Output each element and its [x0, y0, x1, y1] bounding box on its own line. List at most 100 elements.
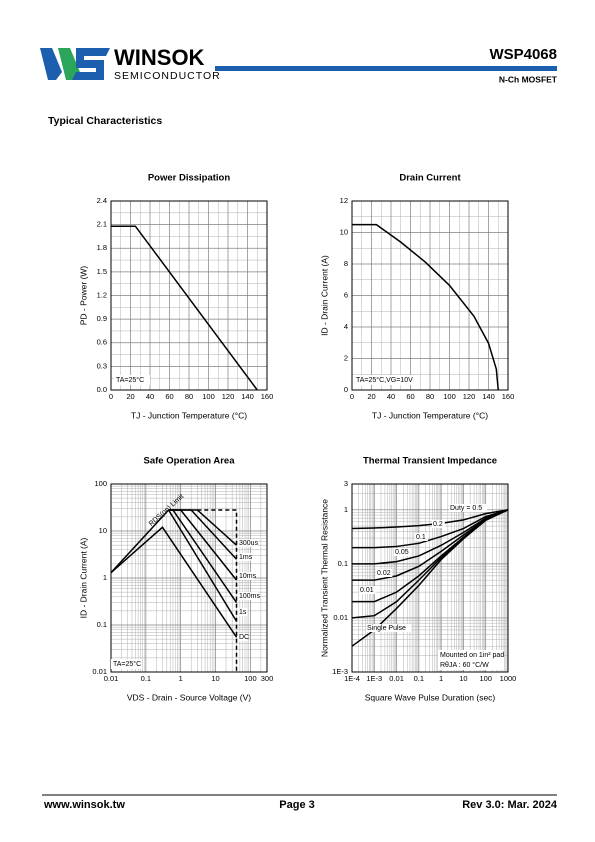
chart: 0 20 40 60 80 100 120 140 160 0.0 0.3 0.6 0.9 1.2 1.5 1… [78, 173, 273, 421]
series-label: 0.1 [416, 534, 426, 541]
y-tick-label: 8 [344, 259, 348, 268]
series-line [352, 509, 509, 549]
y-tick-label: 1.8 [97, 243, 107, 252]
x-tick-label: 100 [479, 674, 492, 683]
y-tick-label: 100 [94, 479, 107, 488]
y-axis-label: Normalized Transient Thermal Resistance [319, 499, 329, 657]
annotation-bg [438, 660, 504, 670]
series-line [197, 509, 238, 672]
x-tick-label: 10 [211, 674, 219, 683]
series-label: 0.01 [360, 587, 374, 594]
series-line [110, 509, 170, 574]
x-axis-label: VDS - Drain - Source Voltage (V) [127, 692, 251, 702]
y-tick-label: 1E-3 [332, 667, 348, 676]
x-tick-label: 0.01 [104, 674, 119, 683]
footer-page: Page 3 [279, 799, 314, 811]
x-tick-label: 80 [185, 392, 193, 401]
annotation: TA=25°C,VG=10V [356, 376, 413, 384]
x-tick-label: 1E-3 [366, 674, 382, 683]
x-tick-label: 1E-4 [344, 674, 360, 683]
series-label-bg [359, 586, 376, 594]
x-tick-label: 0.01 [389, 674, 404, 683]
series-line [110, 526, 238, 638]
series-label-bg [238, 633, 248, 641]
x-tick-label: 20 [367, 392, 375, 401]
footer-revision: Rev 3.0: Mar. 2024 [462, 799, 558, 811]
y-tick-label: 2.4 [97, 196, 107, 205]
annotation-bg [354, 375, 420, 385]
y-tick-label: 0.1 [97, 620, 107, 629]
x-tick-label: 60 [406, 392, 414, 401]
annotation-bg [114, 375, 150, 385]
section-title: Typical Characteristics [48, 115, 162, 127]
annotation-bg [111, 659, 141, 669]
chart: 0 20 40 60 80 100 120 140 160 0 2 4 6 8 10 12 Drain Curr… [319, 173, 514, 421]
chart-title: Power Dissipation [148, 173, 231, 184]
series-label-bg [238, 608, 248, 616]
y-tick-label: 6 [344, 290, 348, 299]
annotation: RθJA : 60 °C/W [440, 661, 489, 669]
x-tick-label: 40 [387, 392, 395, 401]
series-line [352, 509, 509, 565]
logo-name: WINSOK [114, 45, 205, 70]
x-tick-label: 20 [126, 392, 134, 401]
series-label-bg [238, 592, 258, 600]
x-tick-label: 1 [179, 674, 183, 683]
series-label: DC [239, 634, 249, 641]
y-tick-label: 2 [344, 353, 348, 362]
x-tick-label: 80 [426, 392, 434, 401]
series-label: 0.2 [433, 521, 443, 528]
chart: 0.01 0.1 1 10 100 300 0.01 0.1 1 10 100 Safe Operat… [78, 456, 273, 703]
y-tick-label: 0.9 [97, 314, 107, 323]
y-tick-label: 10 [99, 526, 107, 535]
part-type: N-Ch MOSFET [499, 74, 558, 84]
y-tick-label: 2.1 [97, 220, 107, 229]
series-line [352, 223, 499, 391]
series-label: 10ms [239, 573, 257, 580]
x-tick-label: 300 [261, 674, 274, 683]
logo-mark [40, 48, 110, 80]
x-tick-label: 40 [146, 392, 154, 401]
series-label: 0.02 [377, 570, 391, 577]
x-tick-label: 100 [244, 674, 257, 683]
x-tick-label: 0 [109, 392, 113, 401]
footer-website: www.winsok.tw [43, 799, 125, 811]
y-tick-label: 0.3 [97, 361, 107, 370]
y-tick-label: 1 [103, 573, 107, 582]
y-tick-label: 1.5 [97, 267, 107, 276]
part-number: WSP4068 [489, 46, 557, 63]
x-tick-label: 0.1 [414, 674, 424, 683]
series-label: Single Pulse [367, 625, 406, 632]
chart-title: Drain Current [399, 173, 461, 184]
y-tick-label: 1.2 [97, 290, 107, 299]
series-label-bg [449, 504, 487, 512]
series-label-bg [376, 569, 393, 577]
series-label-bg [394, 548, 411, 556]
series-label: Duty = 0.5 [450, 505, 482, 512]
y-tick-label: 0.1 [338, 559, 348, 568]
chart: 1E-4 1E-3 0.01 0.1 1 10 100 10001E-30.010.113Th… [319, 456, 516, 703]
x-tick-label: 10 [459, 674, 467, 683]
x-tick-label: 100 [443, 392, 456, 401]
annotation-bg [438, 650, 504, 660]
x-tick-label: 0 [350, 392, 354, 401]
x-tick-label: 120 [463, 392, 476, 401]
chart-title: Thermal Transient Impedance [363, 456, 497, 467]
x-tick-label: 0.1 [141, 674, 151, 683]
y-tick-label: 0.01 [92, 667, 107, 676]
series-line [168, 509, 238, 604]
series-line [167, 509, 238, 622]
x-tick-label: 160 [261, 392, 274, 401]
series-label: 100ms [239, 593, 261, 600]
plot-frame [110, 200, 268, 391]
plot-frame [110, 483, 268, 673]
y-tick-label: 1 [344, 505, 348, 514]
series-label-bg [238, 539, 258, 547]
y-tick-label: 3 [344, 479, 348, 488]
logo-subtitle: SEMICONDUCTOR [114, 70, 221, 82]
series-label-bg [238, 572, 255, 580]
y-axis-label: ID - Drain Current (A) [319, 255, 329, 336]
x-tick-label: 120 [222, 392, 235, 401]
y-tick-label: 4 [344, 322, 348, 331]
